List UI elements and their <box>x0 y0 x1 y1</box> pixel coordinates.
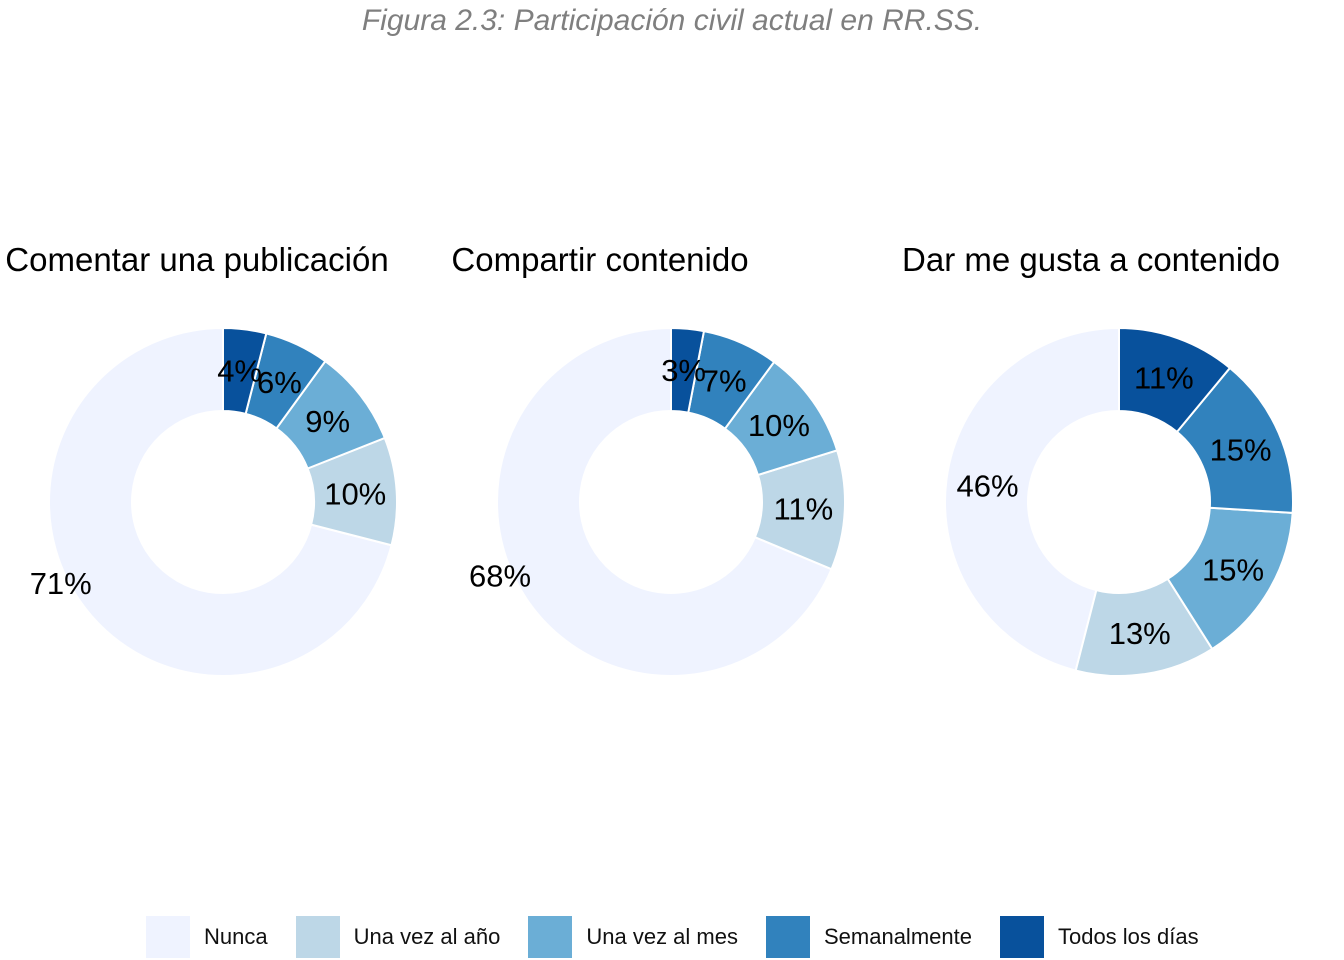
slice-label-una-vez-al-mes: 15% <box>1202 552 1264 587</box>
donut-panel-3: Dar me gusta a contenido 46% 13% 15% 15% 11% <box>902 241 1295 677</box>
legend-label: Todos los días <box>1057 924 1199 949</box>
legend-label: Una vez al mes <box>586 924 738 949</box>
slice-todos-los-dias <box>222 326 268 416</box>
legend-item-una-vez-al-ano: Una vez al año <box>295 916 501 958</box>
panel-title: Comentar una publicación <box>5 241 388 278</box>
figure-title: Figura 2.3: Participación civil actual e… <box>361 4 983 37</box>
slice-label-una-vez-al-mes: 10% <box>748 408 810 443</box>
slice-label-todos-los-dias: 3% <box>661 353 706 388</box>
legend-item-una-vez-al-mes: Una vez al mes <box>528 916 738 958</box>
slice-label-semanalmente: 6% <box>257 365 302 400</box>
slice-label-semanalmente: 7% <box>702 364 747 399</box>
slice-label-una-vez-al-ano: 10% <box>324 477 386 512</box>
legend-label: Semanalmente <box>823 924 972 949</box>
chart-legend: Nunca Una vez al año Una vez al mes Semanal… <box>146 916 1227 958</box>
legend-swatch <box>999 916 1044 958</box>
slice-nunca <box>48 326 393 677</box>
legend-label: Una vez al año <box>353 924 501 949</box>
legend-item-semanalmente: Semanalmente <box>765 916 972 958</box>
slice-todos-los-dias <box>1118 326 1232 434</box>
slice-label-nunca: 71% <box>30 566 92 601</box>
slice-label-una-vez-al-ano: 11% <box>773 491 833 526</box>
slice-label-nunca: 68% <box>469 558 531 593</box>
slice-todos-los-dias <box>670 326 706 414</box>
slice-label-todos-los-dias: 11% <box>1134 360 1194 395</box>
slice-nunca <box>496 326 833 677</box>
legend-swatch <box>146 916 190 958</box>
legend-item-nunca: Nunca <box>146 916 268 958</box>
panel-title: Compartir contenido <box>451 241 748 278</box>
donut-panel-2: Compartir contenido 68% 11% 10%7%3% <box>451 241 846 677</box>
legend-swatch <box>528 916 573 958</box>
legend-label: Nunca <box>204 924 268 949</box>
slice-label-nunca: 46% <box>957 468 1019 503</box>
legend-item-todos-los-dias: Todos los días <box>999 916 1199 958</box>
slice-label-una-vez-al-ano: 13% <box>1109 616 1171 651</box>
panel-title: Dar me gusta a contenido <box>902 241 1280 278</box>
slice-nunca <box>944 326 1120 672</box>
donut-panel-1: Comentar una publicación 71% 10% 9%6%4% <box>5 241 398 677</box>
legend-swatch <box>765 916 810 958</box>
legend-swatch <box>295 916 340 958</box>
slice-label-una-vez-al-mes: 9% <box>305 404 350 439</box>
slice-label-semanalmente: 15% <box>1210 432 1272 467</box>
slice-label-todos-los-dias: 4% <box>217 354 262 389</box>
